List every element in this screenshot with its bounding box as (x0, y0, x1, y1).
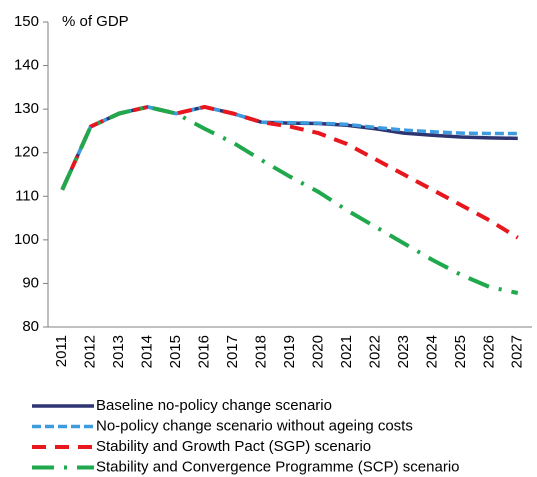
x-tick-label: 2018 (252, 335, 269, 368)
x-tick-label: 2024 (423, 335, 440, 368)
x-tick-label: 2027 (509, 335, 526, 368)
y-tick-label: 110 (15, 187, 39, 204)
y-tick-label: 90 (22, 274, 39, 291)
x-tick-label: 2015 (167, 335, 184, 368)
y-tick-label: 140 (14, 57, 39, 74)
y-tick-label: 130 (14, 100, 39, 117)
legend-label: Stability and Convergence Programme (SCP… (96, 458, 460, 475)
x-tick-label: 2023 (395, 335, 412, 368)
legend-label: Stability and Growth Pact (SGP) scenario (96, 438, 371, 455)
y-tick-label: 120 (14, 144, 39, 161)
series-line (60, 104, 519, 295)
x-tick-label: 2017 (224, 335, 241, 368)
y-axis-label: % of GDP (62, 13, 129, 30)
y-tick-label: 80 (22, 318, 39, 335)
x-tick-label: 2011 (53, 335, 70, 367)
legend-label: No-policy change scenario without ageing… (96, 417, 413, 434)
x-tick-label: 2020 (309, 335, 326, 368)
x-tick-label: 2013 (110, 335, 127, 368)
legend-label: Baseline no-policy change scenario (96, 397, 332, 414)
x-tick-label: 2019 (281, 335, 298, 368)
y-tick-label: 150 (14, 13, 39, 30)
x-tick-label: 2012 (82, 335, 99, 368)
x-tick-label: 2026 (480, 335, 497, 368)
series-line (60, 104, 519, 240)
x-tick-label: 2014 (139, 335, 156, 368)
x-tick-label: 2022 (366, 335, 383, 368)
y-tick-label: 100 (14, 231, 39, 248)
x-tick-label: 2016 (196, 335, 213, 368)
x-tick-label: 2025 (452, 335, 469, 368)
x-tick-label: 2021 (338, 335, 355, 368)
